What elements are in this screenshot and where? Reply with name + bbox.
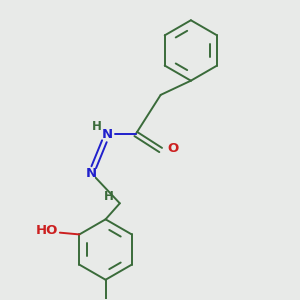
Text: H: H [92,120,102,133]
Text: O: O [167,142,178,155]
Text: HO: HO [36,224,58,237]
Text: N: N [102,128,113,140]
Text: N: N [86,167,97,180]
Text: H: H [104,190,114,203]
